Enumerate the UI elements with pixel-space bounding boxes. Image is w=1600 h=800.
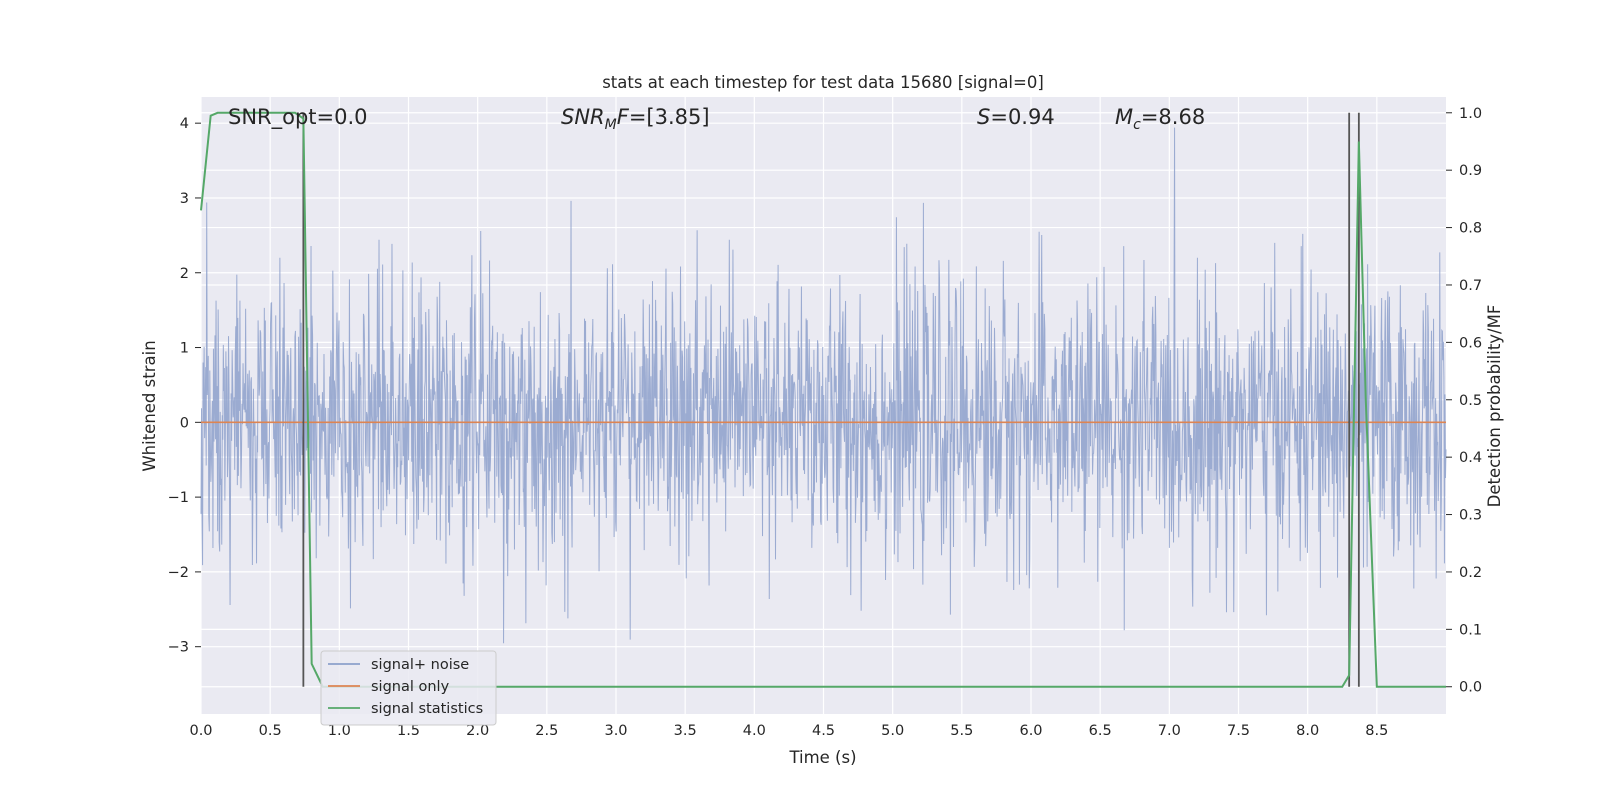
legend-box xyxy=(320,650,497,726)
s-symbol: S xyxy=(977,105,990,129)
mc-value: =8.68 xyxy=(1141,105,1205,129)
vertical-markers xyxy=(302,112,1360,687)
y-tick-label-7: 4 xyxy=(180,116,189,132)
annotation-snr-opt: SNR_opt=0.0 xyxy=(228,105,368,130)
snr-mf-sub: M xyxy=(605,117,617,133)
x-axis-label: Time (s) xyxy=(788,748,856,767)
y-tick-label-1: −2 xyxy=(168,565,189,581)
snr-mf-value: =[3.85] xyxy=(629,105,710,129)
x-tick-label-10: 5.0 xyxy=(881,723,904,739)
x-tick-label-4: 2.0 xyxy=(466,723,489,739)
y2-tick-label-10: 1.0 xyxy=(1459,106,1482,122)
mc-sub: c xyxy=(1133,117,1141,133)
y2-tick-label-0: 0.0 xyxy=(1459,680,1482,696)
annotation-s: S=0.94 xyxy=(977,105,1055,129)
snr-mf-italic: F xyxy=(617,105,630,129)
x-tick-label-11: 5.5 xyxy=(950,723,973,739)
y-tick-label-0: −3 xyxy=(168,640,189,656)
y-axis-label: Whitened strain xyxy=(140,340,159,471)
annotation-mc: Mc=8.68 xyxy=(1115,105,1205,133)
x-tick-label-6: 3.0 xyxy=(604,723,627,739)
x-tick-label-12: 6.0 xyxy=(1019,723,1042,739)
y2-tick-label-1: 0.1 xyxy=(1459,622,1482,638)
y-tick-label-6: 3 xyxy=(180,191,189,207)
y-tick-label-3: 0 xyxy=(180,415,189,431)
x-tick-label-15: 7.5 xyxy=(1227,723,1250,739)
legend-label-signal-statistics: signal statistics xyxy=(371,701,483,717)
y2-tick-label-4: 0.4 xyxy=(1459,450,1482,466)
y2-tick-label-8: 0.8 xyxy=(1459,221,1482,237)
legend-label-signal-noise: signal+ noise xyxy=(371,657,469,673)
y2-tick-label-2: 0.2 xyxy=(1459,565,1482,581)
snr-mf-base: SNR xyxy=(561,105,605,129)
x-tick-label-5: 2.5 xyxy=(535,723,558,739)
y2-tick-label-9: 0.9 xyxy=(1459,163,1482,179)
y-tick-label-5: 2 xyxy=(180,266,189,282)
x-tick-label-0: 0.0 xyxy=(189,723,212,739)
x-axis: 0.0 0.5 1.0 1.5 2.0 2.5 3.0 3.5 4.0 4.5 5.0 5.5 6.0 6… xyxy=(189,723,1388,739)
x-tick-label-16: 8.0 xyxy=(1296,723,1319,739)
legend-label-signal-only: signal only xyxy=(371,679,450,695)
legend: signal+ noise signal only signal statist… xyxy=(320,650,497,726)
x-tick-label-2: 1.0 xyxy=(328,723,351,739)
x-tick-label-3: 1.5 xyxy=(397,723,420,739)
y-axis-left: −3 −2 −1 0 1 2 3 4 xyxy=(168,116,201,656)
noise-trace xyxy=(200,127,1447,644)
chart-title: stats at each timestep for test data 156… xyxy=(602,73,1044,92)
y-tick-label-4: 1 xyxy=(180,341,189,357)
y-tick-label-2: −1 xyxy=(168,490,189,506)
series-signal-noise xyxy=(200,127,1447,644)
annotation-snr-mf: SNRMF=[3.85] xyxy=(561,105,710,133)
x-tick-label-13: 6.5 xyxy=(1089,723,1112,739)
y-axis-right: 0.0 0.1 0.2 0.3 0.4 0.5 0.6 0.7 0.8 0.9 1.0 xyxy=(1446,106,1482,696)
mc-symbol: M xyxy=(1115,105,1133,129)
y-axis-right-label: Detection probability/MF xyxy=(1485,305,1504,508)
x-tick-label-1: 0.5 xyxy=(259,723,282,739)
s-value: =0.94 xyxy=(990,105,1054,129)
y2-tick-label-7: 0.7 xyxy=(1459,278,1482,294)
y2-tick-label-3: 0.3 xyxy=(1459,508,1482,524)
x-tick-label-8: 4.0 xyxy=(743,723,766,739)
x-tick-label-14: 7.0 xyxy=(1158,723,1181,739)
y2-tick-label-6: 0.6 xyxy=(1459,335,1482,351)
x-tick-label-17: 8.5 xyxy=(1365,723,1388,739)
x-tick-label-9: 4.5 xyxy=(812,723,835,739)
y2-tick-label-5: 0.5 xyxy=(1459,393,1482,409)
x-tick-label-7: 3.5 xyxy=(674,723,697,739)
